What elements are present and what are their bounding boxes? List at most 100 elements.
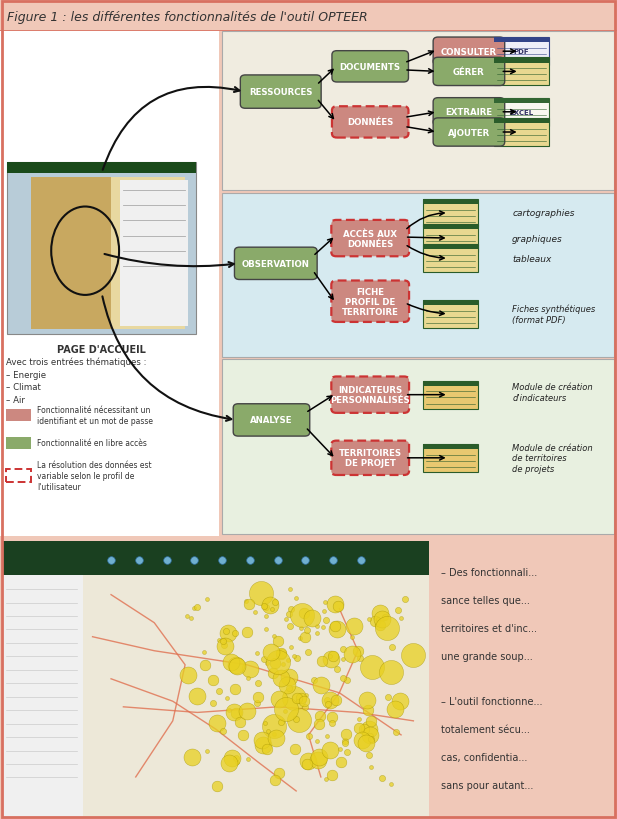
Point bbox=[252, 690, 262, 704]
Point bbox=[235, 716, 245, 729]
Point bbox=[296, 622, 306, 635]
Point bbox=[356, 554, 366, 567]
Point bbox=[214, 634, 224, 647]
Text: Avec trois entrées thématiques :
– Energie
– Climat
– Air: Avec trois entrées thématiques : – Energ… bbox=[6, 357, 147, 405]
Point bbox=[262, 610, 271, 623]
Point bbox=[364, 613, 374, 627]
Point bbox=[365, 730, 375, 743]
FancyBboxPatch shape bbox=[423, 200, 478, 228]
Point bbox=[331, 622, 341, 636]
Point bbox=[342, 674, 352, 687]
FancyBboxPatch shape bbox=[111, 179, 185, 329]
Text: – Des fonctionnali...: – Des fonctionnali... bbox=[441, 567, 537, 577]
Point bbox=[265, 599, 275, 612]
Point bbox=[219, 639, 229, 652]
Point bbox=[340, 734, 350, 747]
Point bbox=[285, 583, 295, 596]
FancyBboxPatch shape bbox=[83, 575, 429, 817]
FancyBboxPatch shape bbox=[423, 200, 478, 205]
Point bbox=[330, 597, 340, 610]
Point bbox=[327, 711, 337, 724]
Text: Figure 1 : les différentes fonctionnalités de l'outil OPTEER: Figure 1 : les différentes fonctionnalit… bbox=[7, 11, 368, 24]
FancyBboxPatch shape bbox=[423, 445, 478, 472]
Point bbox=[384, 691, 394, 704]
Text: La résolution des données est
variable selon le profil de
l'utilisateur: La résolution des données est variable s… bbox=[37, 460, 152, 491]
FancyBboxPatch shape bbox=[31, 179, 123, 329]
Point bbox=[302, 689, 312, 702]
Text: CONSULTER: CONSULTER bbox=[441, 48, 497, 57]
Point bbox=[359, 723, 369, 736]
Text: graphiques: graphiques bbox=[512, 234, 563, 243]
Point bbox=[283, 678, 292, 691]
Point bbox=[400, 592, 410, 605]
FancyBboxPatch shape bbox=[0, 32, 219, 536]
Point bbox=[193, 690, 202, 703]
Point bbox=[286, 641, 296, 654]
Point bbox=[270, 596, 280, 609]
Point bbox=[278, 658, 288, 671]
FancyBboxPatch shape bbox=[494, 119, 549, 147]
Point bbox=[386, 778, 395, 791]
FancyBboxPatch shape bbox=[332, 107, 408, 138]
FancyBboxPatch shape bbox=[331, 377, 409, 414]
FancyBboxPatch shape bbox=[423, 245, 478, 273]
Text: Fiches synthétiques
(format PDF): Fiches synthétiques (format PDF) bbox=[512, 305, 595, 324]
Point bbox=[363, 703, 373, 716]
Point bbox=[337, 653, 347, 666]
Point bbox=[276, 672, 286, 685]
Text: sance telles que...: sance telles que... bbox=[441, 595, 530, 605]
Point bbox=[253, 676, 263, 690]
Point bbox=[299, 606, 308, 619]
Point bbox=[327, 768, 337, 781]
Point bbox=[331, 693, 341, 706]
FancyBboxPatch shape bbox=[332, 52, 408, 83]
Point bbox=[276, 647, 286, 660]
FancyBboxPatch shape bbox=[423, 301, 478, 305]
Point bbox=[333, 600, 342, 613]
Point bbox=[370, 615, 379, 628]
Point bbox=[296, 691, 305, 704]
Point bbox=[313, 753, 323, 767]
Text: tableaux: tableaux bbox=[512, 255, 552, 264]
Point bbox=[368, 661, 378, 674]
Point bbox=[283, 654, 293, 667]
FancyBboxPatch shape bbox=[494, 99, 549, 126]
Point bbox=[188, 751, 197, 764]
Text: ACCÈS AUX
DONNÉES: ACCÈS AUX DONNÉES bbox=[343, 229, 397, 248]
Point bbox=[232, 660, 242, 673]
Point bbox=[354, 713, 364, 726]
Point bbox=[380, 611, 390, 624]
Point bbox=[238, 729, 247, 742]
FancyBboxPatch shape bbox=[7, 163, 196, 174]
Point bbox=[312, 627, 321, 640]
Point bbox=[318, 621, 328, 634]
FancyBboxPatch shape bbox=[494, 119, 549, 124]
Point bbox=[276, 716, 286, 729]
Text: INDICATEURS
PERSONNALISÉS: INDICATEURS PERSONNALISÉS bbox=[330, 386, 410, 405]
Point bbox=[268, 667, 278, 680]
Point bbox=[257, 587, 267, 600]
Point bbox=[273, 655, 283, 668]
FancyBboxPatch shape bbox=[433, 58, 505, 87]
FancyBboxPatch shape bbox=[241, 76, 321, 109]
Point bbox=[230, 683, 240, 696]
Point bbox=[387, 640, 397, 654]
Point bbox=[224, 704, 234, 717]
Point bbox=[303, 646, 313, 659]
Point bbox=[349, 619, 358, 632]
Point bbox=[303, 754, 313, 767]
Point bbox=[375, 618, 385, 631]
FancyBboxPatch shape bbox=[331, 220, 409, 257]
Point bbox=[338, 672, 348, 685]
FancyBboxPatch shape bbox=[234, 248, 317, 280]
Point bbox=[299, 695, 309, 708]
Point bbox=[366, 760, 376, 773]
Point bbox=[289, 649, 299, 663]
Point bbox=[242, 626, 252, 639]
Point bbox=[273, 635, 283, 648]
Point bbox=[323, 698, 333, 711]
Point bbox=[326, 653, 336, 666]
Point bbox=[270, 657, 280, 670]
Point bbox=[259, 652, 269, 665]
Point bbox=[231, 752, 241, 765]
